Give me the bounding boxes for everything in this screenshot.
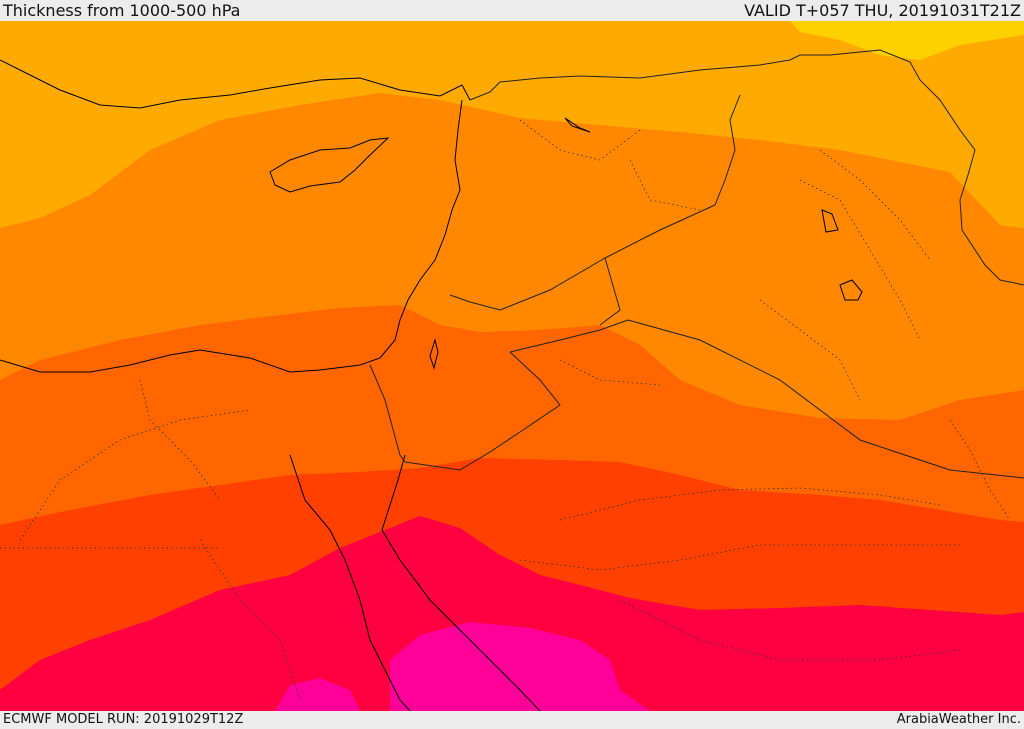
band-6 [0, 516, 1024, 711]
border-jordan-saudi-s [404, 351, 561, 471]
dead-sea [429, 338, 439, 370]
map-footer: ECMWF MODEL RUN: 20191029T12Z ArabiaWeat… [0, 711, 1024, 729]
coast-cyprus [269, 137, 390, 193]
band-7 [390, 622, 650, 711]
thickness-map [0, 21, 1024, 711]
lake-iraq-2 [821, 209, 839, 233]
coast-redsea-east [381, 529, 541, 711]
map-title: Thickness from 1000-500 hPa [3, 1, 241, 20]
credit-text: ArabiaWeather Inc. [896, 712, 1021, 727]
band-7b [275, 678, 360, 711]
lake-assad [564, 117, 591, 133]
border-syria-jordan [449, 257, 606, 311]
borders [369, 49, 1024, 479]
model-run: ECMWF MODEL RUN: 20191029T12Z [3, 712, 244, 727]
map-header: Thickness from 1000-500 hPa VALID T+057 … [0, 0, 1024, 21]
valid-time: VALID T+057 THU, 20191031T21Z [744, 1, 1021, 20]
coast-levant [0, 99, 463, 373]
band-1 [790, 21, 1024, 60]
coastlines [0, 59, 863, 711]
internal-boundaries [0, 119, 1011, 701]
lake-iraq [839, 279, 863, 301]
border-iraq-saudi [627, 319, 1024, 479]
map-canvas [0, 21, 1024, 711]
border-syria-iraq [599, 94, 741, 326]
border-turkey-syria [469, 49, 1024, 286]
border-egypt-israel [369, 364, 406, 463]
coast-aqaba [381, 454, 406, 531]
coast-turkey [0, 59, 471, 109]
coast-redsea [289, 454, 411, 711]
border-jordan-saudi [509, 319, 629, 353]
